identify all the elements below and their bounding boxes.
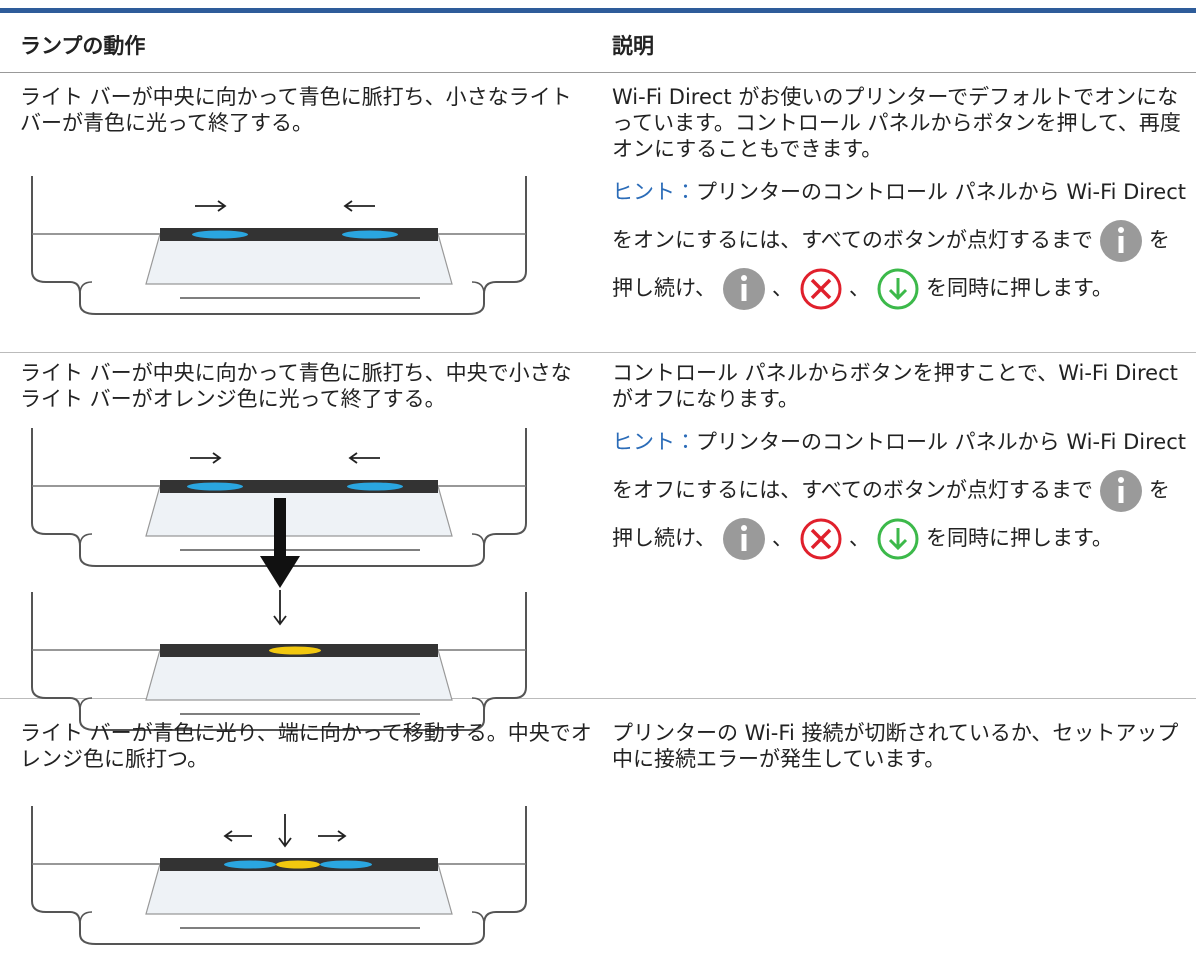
- behavior: ライト バーが中央に向かって青色に脈打ち、小さなライト バーが青色に光って終了す…: [20, 85, 572, 135]
- illustration: [31, 806, 527, 945]
- tip-label: ヒント：: [612, 180, 696, 204]
- info-icon: [722, 268, 765, 310]
- header-cell: 説明: [612, 34, 654, 58]
- tip-text: 、: [771, 526, 793, 550]
- cancel-icon: [800, 518, 842, 560]
- tip-text: を押し続け、: [612, 478, 1170, 550]
- tip: ヒント：プリンターのコントロール パネルから Wi-Fi Direct をオフに…: [612, 418, 1190, 562]
- tip-text: 、: [771, 276, 793, 300]
- description: コントロール パネルからボタンを押すことで、Wi-Fi Direct がオフにな…: [612, 361, 1178, 411]
- tip-text: を同時に押します。: [925, 526, 1113, 550]
- tip-text: 、: [848, 526, 870, 550]
- header-cell: ランプの動作: [20, 34, 146, 58]
- info-icon: [1099, 470, 1142, 512]
- tip-text: 、: [848, 276, 870, 300]
- description-cell: Wi-Fi Direct がお使いのプリンターでデフォルトでオンになっています。…: [612, 84, 1190, 326]
- resume-icon: [877, 268, 919, 310]
- header-bar: [0, 8, 1196, 13]
- info-icon: [722, 518, 765, 560]
- tip-text: プリンターのコントロール パネルから Wi-Fi Direct をオンにするには…: [612, 180, 1187, 252]
- description: プリンターの Wi-Fi 接続が切断されているか、セットアップ中に接続エラーが発…: [612, 721, 1179, 771]
- divider: [0, 72, 1196, 73]
- resume-icon: [877, 518, 919, 560]
- tip-text: プリンターのコントロール パネルから Wi-Fi Direct をオフにするには…: [612, 430, 1187, 502]
- tip-text: を同時に押します。: [925, 276, 1113, 300]
- divider: [0, 352, 1196, 353]
- cancel-icon: [800, 268, 842, 310]
- tip-text: を押し続け、: [612, 228, 1170, 300]
- divider: [0, 698, 1196, 699]
- description-cell: プリンターの Wi-Fi 接続が切断されているか、セットアップ中に接続エラーが発…: [612, 720, 1190, 786]
- illustration: [31, 176, 527, 315]
- tip-label: ヒント：: [612, 430, 696, 454]
- behavior: ライト バーが中央に向かって青色に脈打ち、中央で小さなライト バーがオレンジ色に…: [20, 361, 572, 411]
- description-cell: コントロール パネルからボタンを押すことで、Wi-Fi Direct がオフにな…: [612, 360, 1190, 576]
- illustration: [31, 428, 527, 731]
- info-icon: [1099, 220, 1142, 262]
- behavior: ライト バーが青色に光り、端に向かって移動する。中央でオレンジ色に脈打つ。: [20, 721, 592, 771]
- description: Wi-Fi Direct がお使いのプリンターでデフォルトでオンになっています。…: [612, 85, 1181, 161]
- tip: ヒント：プリンターのコントロール パネルから Wi-Fi Direct をオンに…: [612, 168, 1190, 312]
